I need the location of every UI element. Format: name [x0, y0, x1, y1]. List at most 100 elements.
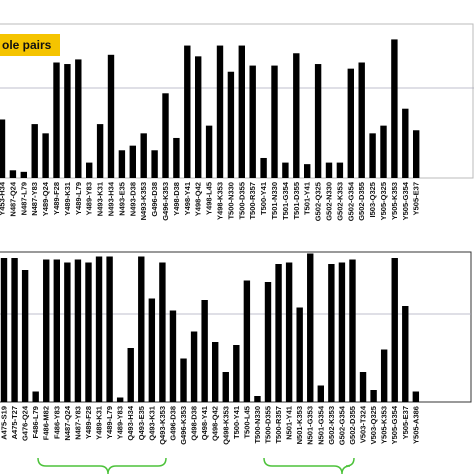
- x-tick-label: T500-N330: [253, 406, 262, 444]
- bar: [85, 262, 92, 402]
- x-tick-label: G502-G354: [337, 405, 346, 445]
- x-tick-label: N487-Q24: [63, 405, 72, 440]
- x-tick-label: T500-Y41: [259, 182, 268, 215]
- x-tick-label: Y489-K31: [95, 406, 104, 440]
- bar: [107, 54, 115, 178]
- bar: [118, 150, 126, 178]
- x-tick-label: Q498-K353: [221, 406, 230, 445]
- x-tick-label: Y505-Q325: [379, 182, 388, 220]
- bar: [222, 372, 229, 402]
- bar: [32, 391, 39, 402]
- x-tick-label: N487-Y83: [30, 182, 39, 216]
- bar: [151, 150, 158, 178]
- bar: [116, 397, 124, 402]
- bar: [205, 125, 213, 178]
- x-tick-label: Y505-G354: [401, 181, 410, 220]
- x-tick-label: G496-K353: [161, 182, 170, 221]
- bar: [264, 282, 272, 402]
- bar: [64, 262, 71, 402]
- bar: [370, 390, 377, 402]
- bar: [293, 53, 300, 179]
- x-tick-label: Y489-Y83: [116, 406, 125, 439]
- bar: [127, 348, 134, 402]
- x-tick-label: N493-H34: [107, 181, 116, 216]
- bar: [402, 108, 409, 178]
- x-tick-label: N487-Y83: [73, 406, 82, 440]
- x-tick-label: Q498-Q42: [211, 406, 220, 441]
- bar: [169, 310, 177, 402]
- x-tick-label: Y489-Y83: [85, 182, 94, 215]
- x-tick-label: T500-N330: [226, 182, 235, 220]
- legend-box: [0, 34, 60, 56]
- x-tick-label: Y505-G354: [390, 405, 399, 444]
- x-tick-label: Y505-A386: [411, 406, 420, 444]
- bar: [201, 300, 208, 402]
- bar: [282, 162, 289, 178]
- x-tick-label: A475-T27: [10, 406, 19, 439]
- x-tick-label: N501-Y41: [285, 406, 294, 440]
- bar: [413, 130, 420, 178]
- x-tick-label: T500-R357: [248, 182, 257, 220]
- x-tick-label: Q498-D38: [190, 406, 199, 441]
- bar: [380, 125, 387, 178]
- x-tick-label: Y489-K31: [63, 182, 72, 216]
- x-tick-label: T500-R357: [274, 406, 283, 444]
- x-tick-label: V503-T324: [359, 405, 368, 443]
- bar: [9, 170, 17, 178]
- x-tick-label: Y505-E37: [412, 182, 421, 215]
- x-tick-label: T500-L45: [242, 406, 251, 439]
- x-tick-label: F486-L79: [31, 406, 40, 439]
- x-tick-label: G496-D38: [168, 406, 177, 441]
- bar: [140, 133, 147, 178]
- bar: [195, 56, 202, 179]
- x-tick-label: G496-D38: [150, 182, 159, 217]
- x-tick-label: F486-M82: [42, 406, 51, 440]
- x-tick-label: Q493-E35: [137, 406, 146, 440]
- x-tick-label: N493-D38: [128, 182, 137, 216]
- x-tick-label: G502-D355: [357, 182, 366, 221]
- bar: [11, 258, 18, 402]
- x-tick-label: N501-K353: [295, 406, 304, 444]
- bar: [325, 162, 333, 178]
- bar: [0, 258, 8, 402]
- x-tick-label: V503-Q325: [369, 406, 378, 444]
- x-tick-label: T501-Y41: [303, 182, 312, 215]
- bar: [180, 358, 187, 402]
- bar: [148, 298, 156, 402]
- bar: [347, 68, 354, 178]
- x-tick-label: N493-K31: [96, 182, 105, 216]
- bar: [95, 256, 103, 402]
- bar: [328, 264, 335, 402]
- bar: [307, 253, 314, 402]
- x-tick-label: G476-Q24: [21, 405, 30, 441]
- x-tick-label: Y489-F28: [52, 182, 61, 215]
- bar: [249, 65, 256, 178]
- bar: [216, 45, 224, 179]
- x-tick-label: A475-S19: [0, 406, 9, 440]
- bar: [20, 171, 27, 178]
- x-tick-label: N501-G354: [316, 405, 325, 445]
- bar: [31, 124, 38, 178]
- bar: [238, 45, 245, 179]
- x-tick-label: Y498-Q42: [194, 182, 203, 216]
- legend-text: ole pairs: [2, 38, 52, 52]
- bar: [53, 259, 60, 402]
- bar: [190, 331, 198, 402]
- bar: [243, 280, 251, 402]
- bar: [358, 62, 365, 178]
- x-tick-label: F486-Y83: [52, 406, 61, 439]
- x-tick-label: Y505-K353: [390, 182, 399, 220]
- bar: [0, 119, 6, 178]
- bar: [391, 258, 398, 402]
- x-tick-label: Q493-K31: [147, 406, 156, 441]
- x-tick-label: Y489-Q24: [41, 181, 50, 216]
- bar: [53, 62, 60, 178]
- x-tick-label: Y489-L79: [74, 182, 83, 215]
- x-tick-label: Y498-D38: [172, 182, 181, 216]
- bar: [21, 270, 29, 402]
- bar: [402, 306, 409, 402]
- bar: [184, 45, 191, 179]
- bar: [359, 372, 367, 402]
- bar: [296, 307, 303, 402]
